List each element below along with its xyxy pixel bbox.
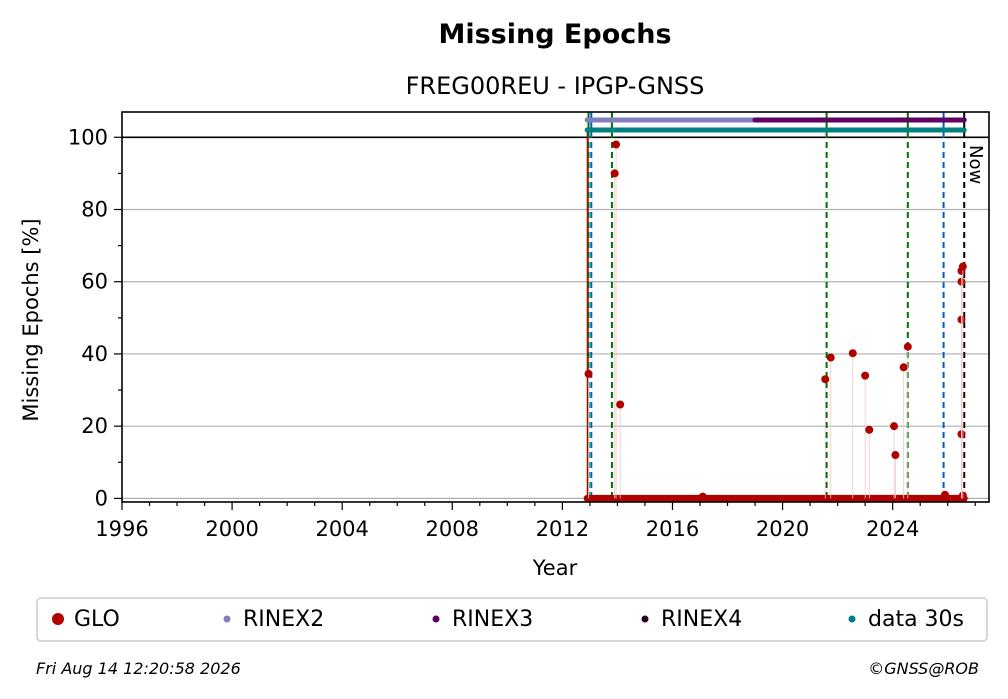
legend-label: RINEX2	[243, 607, 324, 632]
now-label: Now	[965, 145, 986, 184]
legend-label: GLO	[74, 607, 120, 632]
x-tick-label: 2012	[536, 517, 589, 541]
data-point	[848, 349, 857, 358]
data-point	[698, 492, 707, 501]
y-tick-label: 60	[81, 270, 108, 294]
x-axis-ticks: 1996 2000 2004 2008 2012 2016 2020 2024	[95, 502, 976, 541]
data-point	[940, 490, 949, 499]
data-point	[899, 363, 908, 372]
legend-box	[36, 597, 988, 642]
data-point	[616, 400, 625, 409]
grid-lines	[122, 136, 989, 499]
data-point	[890, 422, 899, 431]
legend-marker	[52, 613, 64, 625]
availability-bars	[584, 117, 967, 133]
y-tick-label: 80	[81, 198, 108, 222]
x-axis-label: Year	[532, 556, 578, 580]
y-tick-label: 40	[81, 342, 108, 366]
chart-title: Missing Epochs	[438, 19, 671, 50]
x-tick-label: 2016	[646, 517, 699, 541]
footer-copyright: ©GNSS@ROB	[868, 659, 979, 678]
data-point	[826, 353, 835, 362]
data-point	[958, 262, 967, 271]
x-tick-label: 1996	[95, 517, 148, 541]
data-point	[584, 369, 593, 378]
legend-label: data 30s	[868, 607, 964, 632]
legend-label: RINEX4	[661, 607, 742, 632]
data-point	[891, 451, 900, 460]
data-point	[861, 371, 870, 380]
y-tick-label: 20	[81, 414, 108, 438]
data-point	[903, 342, 912, 351]
data-point	[821, 375, 830, 384]
data-point	[612, 140, 621, 149]
plot-frame	[121, 111, 990, 503]
x-tick-label: 2024	[866, 517, 919, 541]
legend-marker	[641, 615, 649, 623]
footer-timestamp: Fri Aug 14 12:20:58 2026	[36, 659, 241, 678]
legend-label: RINEX3	[452, 607, 533, 632]
data-points	[583, 140, 968, 502]
chart-subtitle: FREG00REU - IPGP-GNSS	[406, 72, 705, 100]
x-tick-label: 2000	[205, 517, 258, 541]
data-point	[610, 169, 619, 178]
y-axis-label: Missing Epochs [%]	[19, 218, 43, 421]
legend-marker	[848, 615, 856, 623]
legend: GLO RINEX2 RINEX3 RINEX4 data 30s	[52, 607, 964, 632]
x-tick-label: 2020	[756, 517, 809, 541]
y-axis-ticks: 0 20 40 60 80 100	[68, 125, 122, 510]
data-point	[865, 425, 874, 434]
y-tick-label: 100	[68, 125, 108, 149]
legend-marker	[432, 615, 440, 623]
x-tick-label: 2004	[315, 517, 368, 541]
y-tick-label: 0	[95, 486, 108, 510]
x-tick-label: 2008	[426, 517, 479, 541]
legend-marker	[223, 615, 231, 623]
